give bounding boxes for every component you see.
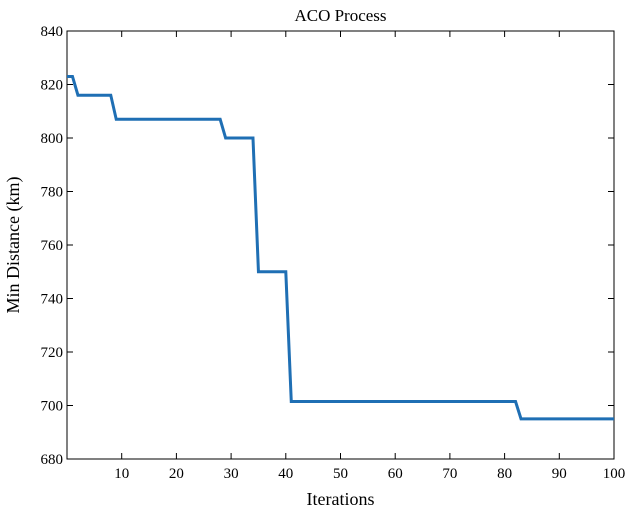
tick-group: 10 20 30 40 50 60 70 80 90 100 680 700 720 740 760 780 8…	[41, 24, 626, 482]
x-tick-label: 100	[603, 466, 626, 482]
y-tick-label: 760	[41, 238, 64, 254]
y-tick-label: 820	[41, 78, 64, 94]
x-tick-label: 20	[169, 466, 184, 482]
y-tick-label: 720	[41, 345, 64, 361]
x-tick-label: 70	[442, 466, 457, 482]
plot-frame	[66, 30, 615, 460]
y-tick-label: 800	[41, 131, 64, 147]
x-tick-label: 80	[497, 466, 512, 482]
x-tick-label: 50	[333, 466, 348, 482]
x-tick-label: 40	[278, 466, 293, 482]
y-tick-label: 740	[41, 292, 64, 308]
y-tick-label: 700	[41, 399, 64, 415]
series-line	[67, 74, 614, 421]
chart-title: ACO Process	[294, 6, 386, 25]
y-tick-label: 840	[41, 24, 64, 40]
x-tick-label: 30	[224, 466, 239, 482]
x-tick-label: 10	[114, 466, 129, 482]
x-axis-label: Iterations	[307, 489, 375, 509]
x-tick-label: 90	[552, 466, 567, 482]
y-tick-label: 780	[41, 185, 64, 201]
x-tick-label: 60	[388, 466, 403, 482]
y-tick-label: 680	[41, 452, 64, 468]
y-axis-label: Min Distance (km)	[3, 177, 24, 314]
